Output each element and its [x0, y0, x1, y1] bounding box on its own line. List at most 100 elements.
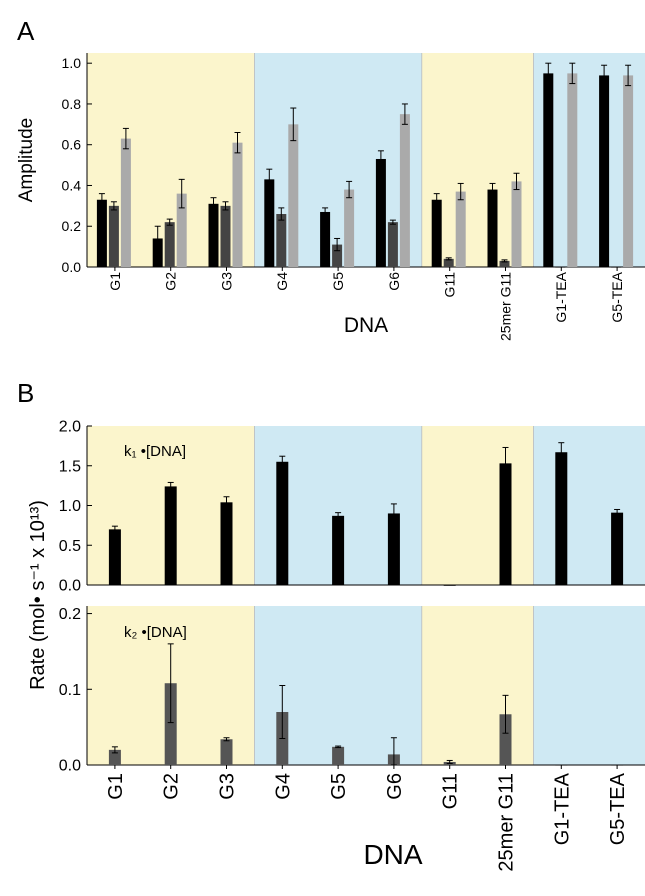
a-error-bar-s2-2	[234, 131, 241, 154]
b2-background-band-3	[533, 606, 645, 765]
b2-x-tick-label-0: G1	[105, 773, 127, 800]
a-bar-s1-7	[499, 260, 510, 267]
a-bar-s1-9	[611, 267, 622, 268]
a-error-bar-s2-8	[569, 62, 576, 85]
a-error-bar-s1-3	[278, 207, 285, 221]
b1-error-bar-s0-7	[502, 446, 509, 480]
a-error-bar-s0-0	[98, 193, 105, 207]
a-error-bar-s0-1	[154, 225, 161, 252]
a-bar-s2-7	[511, 181, 522, 267]
a-bar-s0-4	[320, 211, 331, 267]
a-error-bar-s2-1	[178, 178, 185, 209]
a-error-bar-s1-2	[222, 201, 229, 211]
a-x-tick-label-3: G4	[274, 272, 290, 291]
b1-error-bar-s0-1	[167, 481, 174, 491]
a-bar-s2-0	[120, 138, 131, 267]
panel-a-y-axis-label: Amplitude	[16, 118, 37, 203]
b1-background-band-3	[533, 426, 645, 585]
a-bar-s2-1	[176, 193, 187, 267]
a-bar-s2-9	[623, 75, 634, 268]
a-bar-s0-7	[487, 189, 498, 267]
panel-b-x-axis-label: DNA	[363, 839, 422, 870]
a-bar-s0-5	[375, 158, 386, 267]
b2-x-tick-label-3: G4	[272, 773, 294, 800]
b1-y-tick-label-0: 0.0	[59, 578, 81, 595]
a-x-tick-label-5: G6	[386, 272, 402, 291]
a-bar-s0-8	[543, 73, 554, 267]
b2-y-tick-label-2: 0.2	[59, 606, 81, 623]
a-x-tick-label-9: G5-TEA	[609, 271, 625, 322]
b1-error-bar-s0-4	[335, 512, 342, 520]
b2-error-bar-s0-4	[335, 745, 342, 749]
a-bar-s1-6	[443, 258, 454, 267]
a-error-bar-s0-8	[545, 62, 552, 85]
a-error-bar-s2-5	[401, 103, 408, 125]
a-y-tick-label-3: 0.6	[62, 137, 82, 153]
b1-bar-s0-1	[164, 486, 177, 585]
a-bar-s2-5	[399, 114, 410, 268]
a-bar-s0-9	[599, 75, 610, 268]
b1-error-bar-s0-3	[279, 455, 286, 468]
b1-bar-s0-5	[387, 513, 400, 585]
a-error-bar-s1-1	[166, 218, 173, 226]
a-error-bar-s1-7	[501, 259, 508, 263]
a-bar-s0-6	[431, 199, 442, 267]
a-bar-s2-6	[455, 191, 466, 267]
b2-x-tick-label-9: G5-TEA	[607, 772, 629, 845]
k2-annotation: k₂ •[DNA]	[124, 624, 187, 641]
b1-error-bar-s0-2	[223, 496, 230, 509]
b2-bar-s0-7	[499, 714, 512, 765]
a-bar-s2-3	[288, 124, 299, 267]
panel-a-amplitude-chart: 0.0 0.2 0.4 0.6 0.8 1.0 G1 G2 G3 G4 G5 G6 G11 25mer G…	[62, 53, 645, 341]
b1-error-bar-s0-0	[111, 525, 118, 534]
a-error-bar-s2-6	[457, 182, 464, 201]
b2-error-bar-s0-0	[111, 746, 118, 754]
b2-x-tick-label-5: G6	[384, 773, 406, 800]
a-error-bar-s1-5	[389, 219, 396, 225]
a-bar-s0-0	[96, 199, 107, 267]
b2-y-tick-label-1: 0.1	[59, 682, 81, 699]
a-x-tick-label-7: 25mer G11	[497, 272, 513, 341]
b1-error-bar-s0-8	[558, 442, 565, 463]
a-y-tick-label-4: 0.8	[62, 96, 82, 112]
a-error-bar-s0-3	[266, 168, 273, 191]
b2-background-band-2	[421, 606, 534, 765]
b1-bar-s0-2	[220, 502, 233, 585]
a-y-tick-label-1: 0.2	[62, 218, 82, 234]
a-bar-s1-2	[220, 205, 231, 267]
b2-x-tick-label-7: 25mer G11	[496, 773, 518, 872]
a-bar-s1-5	[387, 222, 398, 267]
a-error-bar-s2-7	[513, 172, 520, 191]
a-bar-s2-4	[344, 189, 355, 267]
a-x-tick-label-8: G1-TEA	[553, 271, 569, 322]
a-error-bar-s2-4	[346, 180, 353, 199]
b2-error-bar-s0-1	[167, 643, 174, 724]
a-error-bar-s0-6	[433, 193, 440, 207]
b2-bar-s0-0	[108, 749, 121, 765]
a-bar-s1-3	[276, 214, 287, 267]
b1-error-bar-s0-9	[614, 508, 621, 517]
a-bar-s1-4	[332, 244, 343, 267]
a-error-bar-s0-9	[601, 64, 608, 87]
panel-b-k1-chart: 0.0 0.5 1.0 1.5 2.0	[59, 419, 645, 595]
a-x-tick-label-1: G2	[163, 272, 179, 291]
b2-x-tick-label-4: G5	[328, 773, 350, 800]
a-bar-s0-1	[152, 238, 163, 267]
b1-bar-s0-9	[611, 512, 624, 585]
b1-y-tick-label-3: 1.5	[59, 458, 81, 475]
a-bar-s1-8	[555, 267, 566, 268]
a-error-bar-s0-7	[489, 182, 496, 197]
b1-bar-s0-7	[499, 463, 512, 585]
a-error-bar-s1-0	[110, 201, 117, 211]
b1-bar-s0-6	[443, 585, 456, 586]
a-y-tick-label-2: 0.4	[62, 177, 82, 193]
b2-error-bar-s0-6	[446, 759, 453, 764]
b2-x-tick-label-8: G1-TEA	[551, 772, 573, 845]
b2-error-bar-s0-2	[223, 737, 230, 742]
b2-error-bar-s0-7	[502, 694, 509, 734]
b1-bar-s0-3	[276, 461, 289, 585]
a-error-bar-s2-3	[290, 107, 297, 142]
b2-error-bar-s0-3	[279, 685, 286, 739]
b2-bar-s0-4	[332, 746, 345, 765]
